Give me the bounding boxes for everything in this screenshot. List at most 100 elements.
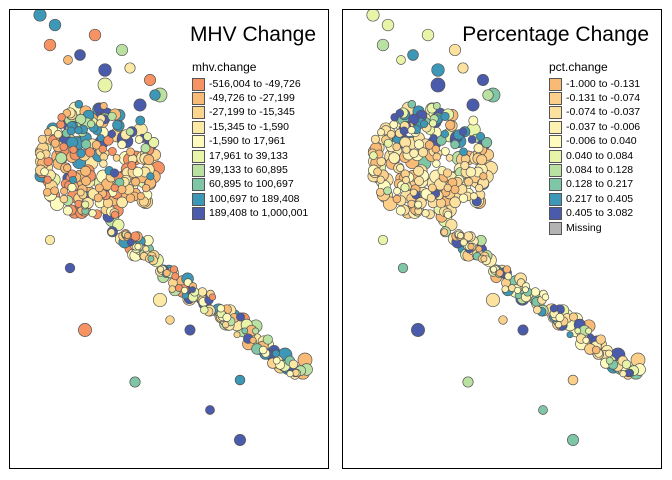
- map-point: [443, 183, 452, 192]
- legend-item: 0.217 to 0.405: [549, 192, 640, 206]
- map-point: [450, 184, 460, 195]
- map-point: [115, 43, 129, 57]
- legend-label: 0.217 to 0.405: [566, 192, 634, 205]
- map-point: [621, 359, 632, 369]
- map-point: [591, 345, 601, 355]
- map-point: [414, 139, 425, 150]
- map-point: [386, 130, 396, 139]
- map-point: [445, 153, 454, 162]
- map-point: [134, 243, 142, 251]
- legend-swatch: [549, 135, 562, 149]
- legend-swatch: [192, 164, 205, 178]
- map-point: [107, 111, 117, 121]
- map-point: [375, 187, 385, 197]
- map-point: [408, 113, 420, 125]
- map-point: [99, 102, 108, 110]
- map-point: [91, 140, 102, 150]
- map-point: [94, 183, 104, 193]
- map-point: [413, 165, 424, 177]
- map-point: [189, 286, 196, 293]
- legend-title: pct.change: [549, 60, 608, 74]
- map-point: [168, 285, 176, 293]
- map-point: [429, 119, 437, 128]
- map-point: [132, 166, 144, 178]
- map-point: [146, 172, 155, 181]
- map-point: [421, 209, 430, 218]
- legend-label: 189,408 to 1,000,001: [209, 207, 309, 220]
- map-point: [514, 286, 522, 294]
- map-point: [171, 272, 180, 281]
- map-point: [96, 134, 105, 142]
- map-point: [376, 175, 385, 184]
- legend-swatch: [192, 120, 205, 134]
- map-point: [458, 193, 469, 203]
- map-point: [97, 77, 113, 93]
- map-point: [129, 376, 141, 388]
- legend-item: -516,004 to -49,726: [192, 77, 308, 91]
- map-point: [397, 262, 409, 274]
- map-point: [140, 143, 151, 154]
- map-point: [402, 176, 411, 184]
- map-point: [64, 262, 76, 274]
- map-point: [429, 134, 438, 142]
- map-point: [474, 183, 484, 193]
- map-title: Percentage Change: [462, 23, 649, 46]
- map-point: [533, 305, 542, 315]
- map-point: [134, 135, 144, 144]
- map-point: [181, 286, 189, 294]
- map-point: [442, 168, 453, 178]
- map-point: [555, 321, 563, 329]
- map-point: [465, 166, 477, 178]
- map-point: [272, 349, 280, 358]
- map-point: [157, 265, 165, 273]
- map-point: [147, 255, 155, 263]
- map-point: [81, 139, 92, 150]
- legend-label: -27,199 to -15,345: [209, 106, 295, 119]
- map-point: [96, 119, 104, 128]
- legend-item: -0.006 to 0.040: [549, 135, 640, 149]
- map-point: [549, 304, 558, 313]
- map-point: [414, 200, 423, 209]
- map-point: [234, 374, 246, 386]
- map-point: [481, 137, 493, 148]
- map-point: [395, 205, 406, 216]
- legend-item: 189,408 to 1,000,001: [192, 207, 308, 221]
- map-point: [143, 132, 153, 141]
- legend-swatch: [549, 178, 562, 192]
- map-point: [74, 126, 83, 135]
- map-point: [468, 115, 479, 126]
- map-point: [110, 210, 120, 219]
- map-point: [501, 285, 509, 293]
- map-point: [605, 349, 613, 358]
- map-point: [252, 327, 260, 335]
- map-legend: pct.change -1.000 to -0.131 -0.131 to -0.…: [549, 60, 640, 235]
- map-point: [459, 238, 468, 247]
- map-point: [538, 405, 548, 415]
- map-point: [126, 238, 135, 247]
- legend-item: -15,345 to -1,590: [192, 120, 308, 134]
- map-point: [409, 188, 418, 197]
- map-point: [440, 111, 450, 121]
- map-point: [124, 62, 136, 74]
- legend-swatch: [549, 106, 562, 120]
- map-point: [98, 63, 112, 77]
- legend-item: -1,590 to 17,961: [192, 135, 308, 149]
- map-point: [127, 161, 137, 170]
- map-panel-mhv-change: MHV Change mhv.change -516,004 to -49,72…: [9, 9, 329, 469]
- map-point: [530, 287, 541, 297]
- map-point: [440, 129, 449, 139]
- legend-swatch: [549, 120, 562, 134]
- legend-item: 100,697 to 189,408: [192, 192, 308, 206]
- map-point: [585, 327, 593, 335]
- map-point: [135, 115, 146, 126]
- map-point: [467, 135, 477, 144]
- legend-label: 60,895 to 100,697: [209, 178, 294, 191]
- map-point: [40, 167, 49, 176]
- map-point: [517, 324, 529, 336]
- map-point: [376, 38, 390, 52]
- legend-label: -0.131 to -0.074: [566, 92, 641, 105]
- map-point: [142, 245, 150, 253]
- legend-swatch: [192, 207, 205, 221]
- map-point: [43, 175, 52, 184]
- map-point: [44, 234, 56, 246]
